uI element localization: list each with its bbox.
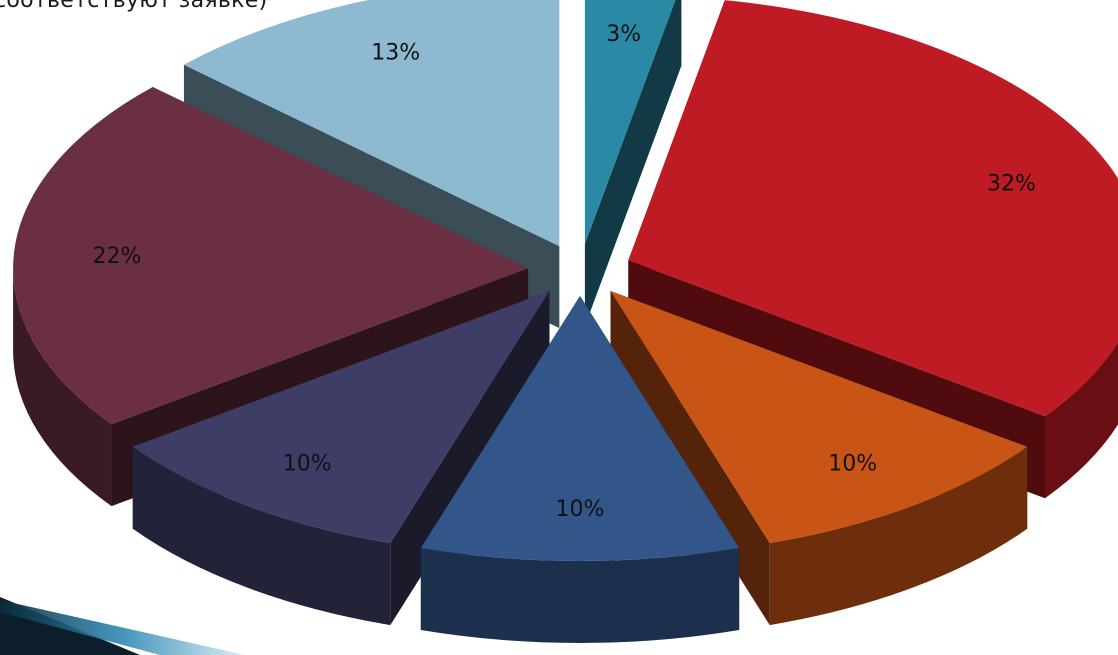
slice-data-label: 10%: [556, 497, 605, 522]
slice-data-label: 10%: [828, 452, 877, 477]
slice-outer-wall: [769, 446, 1028, 626]
slice-outer-wall: [420, 548, 740, 643]
slice-outer-wall: [132, 446, 391, 626]
slice-side-wall: [584, 0, 682, 327]
slice-top-face: [13, 86, 529, 425]
pie-slice: [584, 0, 682, 327]
slice-top-face: [628, 0, 1118, 417]
slice-outer-wall: [13, 268, 112, 507]
slice-top-face: [610, 291, 1028, 544]
slice-top-face: [584, 0, 676, 245]
slice-data-label: 32%: [987, 171, 1036, 196]
slice-top-face: [132, 291, 550, 544]
slice-data-label: 22%: [92, 244, 141, 269]
slice-data-label: 13%: [371, 41, 420, 66]
pie-slice: [420, 296, 740, 643]
corner-decoration: [0, 597, 245, 655]
slice-top-face: [183, 0, 560, 247]
chart-title: соответствуют заявке): [0, 0, 268, 13]
pie-slice: [610, 291, 1028, 626]
slice-top-face: [420, 296, 740, 561]
slice-data-label: 3%: [606, 22, 641, 47]
slice-outer-wall: [1044, 342, 1118, 499]
slice-data-label: 10%: [283, 452, 332, 477]
